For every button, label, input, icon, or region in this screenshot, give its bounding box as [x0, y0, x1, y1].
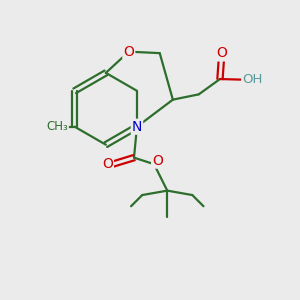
- Text: N: N: [132, 120, 142, 134]
- Text: CH₃: CH₃: [46, 120, 68, 133]
- Text: O: O: [102, 157, 113, 171]
- Text: O: O: [123, 45, 134, 59]
- Text: OH: OH: [242, 73, 262, 86]
- Text: O: O: [152, 154, 163, 168]
- Text: O: O: [216, 46, 227, 60]
